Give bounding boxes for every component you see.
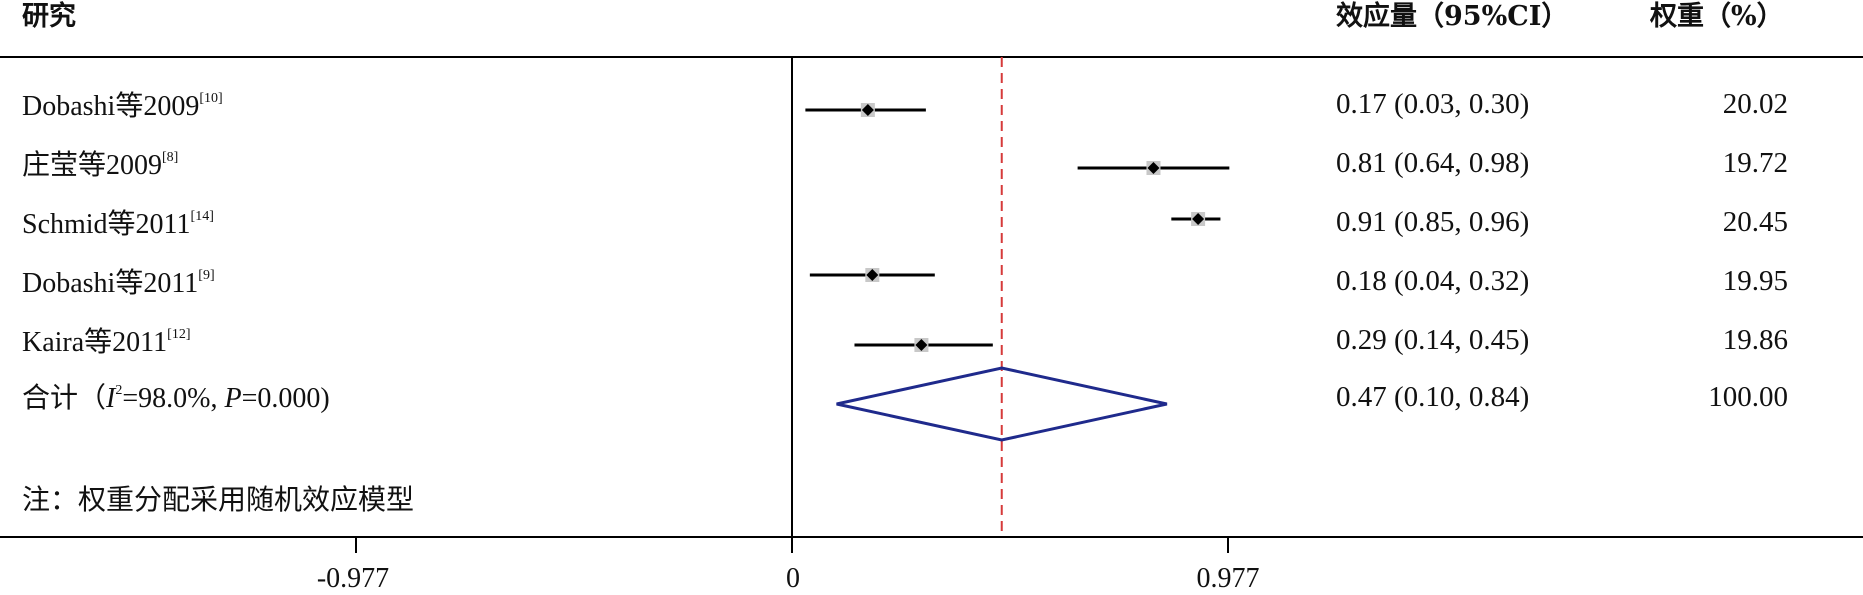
- study-effect: 0.91 (0.85, 0.96): [1336, 206, 1530, 238]
- study-effect: 0.18 (0.04, 0.32): [1336, 265, 1530, 297]
- study-point-estimate: [1147, 162, 1160, 174]
- study-point-estimate: [861, 104, 874, 116]
- summary-weight: 100.00: [1708, 381, 1788, 413]
- study-reference: [12]: [167, 326, 191, 342]
- study-label: Schmid等2011[14]: [22, 202, 214, 242]
- study-weight: 20.02: [1722, 88, 1788, 120]
- study-name: 庄莹等2009: [22, 150, 163, 181]
- i-squared-value: =98.0%,: [122, 383, 218, 414]
- p-symbol: P: [224, 383, 242, 414]
- study-name: Schmid等2011: [22, 209, 191, 240]
- footnote: 注：权重分配采用随机效应模型: [22, 485, 415, 516]
- study-effect: 0.17 (0.03, 0.30): [1336, 88, 1530, 120]
- summary-prefix: 合计（: [22, 383, 107, 414]
- study-label: Dobashi等2011[9]: [22, 261, 215, 301]
- study-point-estimate: [915, 339, 928, 351]
- summary-label: 合计（I2=98.0%, P=0.000): [22, 376, 330, 416]
- study-reference: [14]: [190, 208, 214, 224]
- study-label: Dobashi等2009[10]: [22, 84, 223, 124]
- summary-diamond: [836, 366, 1168, 442]
- study-name: Dobashi等2011: [22, 268, 199, 299]
- study-name: Dobashi等2009: [22, 91, 200, 122]
- axis-tick-label: -0.977: [316, 563, 390, 594]
- effect-column-header: 效应量（95%CI）: [1336, 1, 1569, 32]
- summary-effect: 0.47 (0.10, 0.84): [1336, 381, 1530, 413]
- weight-column-header: 权重（%）: [1650, 1, 1784, 32]
- study-reference: [10]: [199, 90, 223, 106]
- study-reference: [8]: [162, 149, 179, 165]
- study-label: 庄莹等2009[8]: [22, 143, 178, 183]
- study-reference: [9]: [198, 267, 215, 283]
- study-point-estimate: [866, 269, 879, 281]
- study-weight: 19.86: [1722, 324, 1788, 356]
- study-weight: 19.72: [1722, 147, 1788, 179]
- i-squared-sup: 2: [115, 382, 123, 398]
- i-squared-symbol: I: [106, 383, 116, 414]
- study-column-header: 研究: [22, 1, 76, 32]
- study-weight: 19.95: [1722, 265, 1788, 297]
- axis-tick-label: 0.977: [1196, 563, 1260, 594]
- study-label: Kaira等2011[12]: [22, 320, 190, 360]
- study-effect: 0.81 (0.64, 0.98): [1336, 147, 1530, 179]
- study-point-estimate: [1192, 213, 1205, 225]
- p-value: =0.000): [241, 383, 330, 414]
- axis-tick-label: 0: [786, 563, 800, 594]
- study-weight: 20.45: [1722, 206, 1788, 238]
- study-name: Kaira等2011: [22, 327, 168, 358]
- study-effect: 0.29 (0.14, 0.45): [1336, 324, 1530, 356]
